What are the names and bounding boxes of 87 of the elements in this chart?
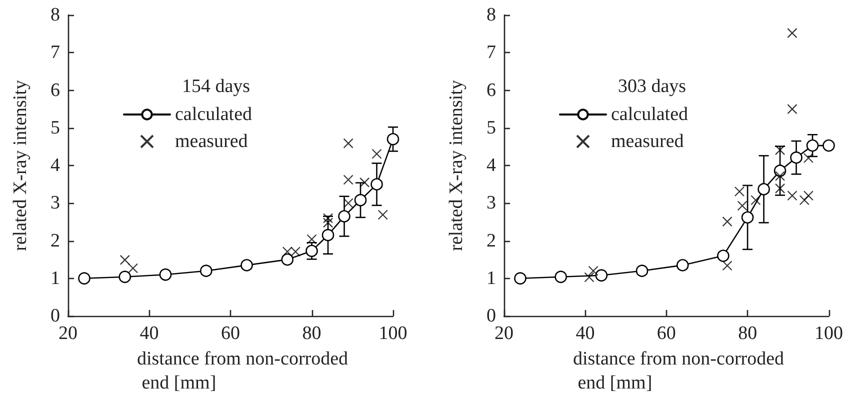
point	[737, 200, 748, 211]
point	[343, 174, 354, 185]
point	[758, 183, 770, 196]
point	[322, 228, 334, 242]
point	[372, 148, 382, 159]
point	[370, 178, 383, 190]
point	[386, 133, 400, 146]
point	[584, 272, 594, 282]
point	[554, 270, 567, 284]
point	[338, 210, 350, 222]
point	[306, 244, 318, 258]
point	[722, 260, 732, 271]
x-tick-label: 20	[494, 323, 514, 344]
x-tick-label: 40	[576, 323, 595, 344]
x-axis-title: distance from non-corroded end [mm]	[573, 348, 785, 394]
point	[240, 259, 253, 272]
point	[120, 254, 130, 265]
y-tick-label: 6	[50, 80, 60, 101]
y-tick-label: 6	[486, 80, 496, 101]
point	[799, 195, 810, 206]
point	[118, 270, 132, 284]
point	[803, 152, 814, 164]
legend-title: 303 days	[618, 76, 686, 97]
y-tick-label: 8	[50, 4, 60, 26]
point	[378, 210, 388, 220]
x-tick-label: 80	[738, 323, 758, 344]
point	[306, 234, 317, 244]
point	[803, 190, 814, 201]
y-tick-label: 4	[486, 155, 496, 176]
y-tick-label: 4	[50, 155, 60, 176]
point	[787, 190, 798, 201]
point	[787, 104, 798, 114]
x-tick-label: 20	[58, 323, 78, 344]
y-tick-label: 5	[486, 117, 496, 138]
point	[774, 170, 786, 182]
point	[750, 195, 761, 206]
point	[676, 259, 689, 272]
point	[636, 264, 648, 277]
x-tick-label: 100	[378, 323, 408, 344]
point	[128, 263, 138, 274]
point	[343, 138, 354, 148]
point	[159, 268, 172, 281]
point	[78, 272, 90, 285]
point	[722, 216, 732, 227]
y-tick-label: 5	[50, 117, 60, 138]
y-tick-label: 1	[486, 268, 496, 289]
y-tick-label: 0	[486, 306, 496, 326]
point	[787, 28, 798, 38]
y-tick-label: 7	[486, 42, 496, 64]
point	[514, 272, 526, 285]
y-tick-label: 2	[486, 230, 496, 252]
point	[790, 151, 802, 164]
point	[281, 253, 294, 266]
y-tick-label: 3	[486, 192, 496, 214]
point	[734, 186, 744, 197]
point	[741, 211, 754, 224]
y-axis-title: related X-ray intensity	[10, 80, 31, 251]
legend-label: calculated	[175, 104, 252, 125]
point	[290, 246, 301, 257]
point	[774, 183, 786, 194]
y-tick-label: 3	[50, 192, 60, 214]
point	[806, 139, 819, 152]
legend-label: measured	[611, 131, 684, 152]
legend-title: 154 days	[182, 76, 250, 97]
y-tick-label: 2	[50, 230, 60, 252]
point	[774, 145, 786, 156]
point	[200, 264, 212, 277]
point	[588, 266, 598, 276]
y-tick-label: 8	[486, 4, 496, 26]
point	[822, 139, 835, 152]
point	[354, 194, 367, 206]
x-tick-label: 60	[221, 323, 240, 344]
legend-label: calculated	[611, 104, 688, 125]
y-axis-title: related X-ray intensity	[446, 80, 467, 251]
y-tick-label: 0	[50, 306, 60, 326]
x-axis-title: distance from non-corroded end [mm]	[137, 348, 349, 394]
x-tick-label: 80	[302, 323, 322, 344]
legend-label: measured	[175, 131, 248, 152]
point	[360, 177, 370, 188]
x-tick-label: 40	[140, 323, 159, 344]
y-tick-label: 7	[50, 42, 60, 64]
point	[595, 269, 608, 282]
y-tick-label: 1	[50, 268, 60, 289]
point	[282, 246, 292, 257]
x-tick-label: 60	[656, 323, 676, 344]
x-tick-label: 100	[814, 323, 843, 344]
point	[717, 250, 730, 262]
